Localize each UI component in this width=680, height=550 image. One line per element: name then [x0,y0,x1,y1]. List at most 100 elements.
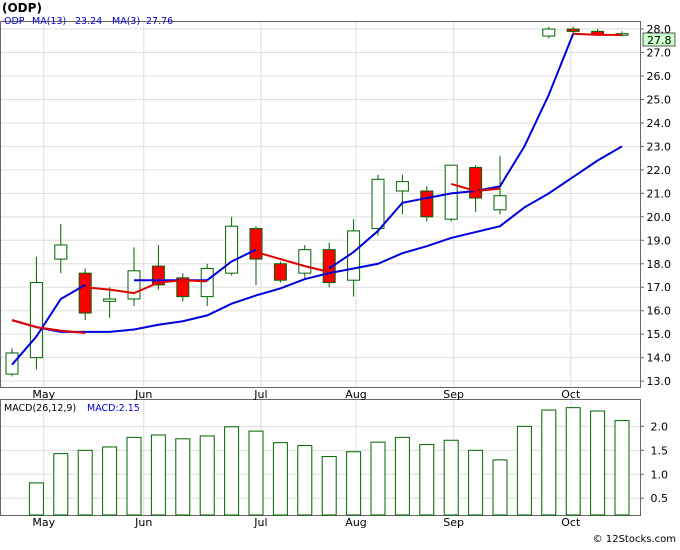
candle [54,223,68,274]
month-label: Sep [443,388,464,401]
price-tick-label: 19.0 [647,234,672,247]
macd-axis: 0.5 1.0 1.5 2.0 [640,420,668,505]
month-label: Aug [345,516,366,529]
price-tick-label: 13.0 [647,375,672,388]
ma-slow-line [11,145,623,333]
candle-body [200,267,214,298]
macd-bar [272,442,288,516]
ma-red-segment [255,251,330,273]
legend-ma-slow-value: 23.24 [75,16,102,27]
price-tick-label: 26.0 [647,70,672,83]
month-label: Jun [134,516,152,529]
macd-tick-label: 2.0 [651,420,669,433]
candle [371,174,385,236]
candle [78,268,92,321]
macd-bar [150,434,166,516]
price-x-axis: May Jun Jul Aug Sep Oct [32,388,581,401]
candle [542,26,556,39]
month-label: Jun [134,388,152,401]
macd-bar [443,439,459,516]
chart-title: (ODP) [2,1,42,15]
candle-body [127,270,141,300]
ma-red-segment [450,183,501,193]
candle-body [395,181,409,192]
macd-legend: MACD(26,12,9) MACD:2.15 [4,403,140,414]
price-tick-label: 24.0 [647,117,672,130]
month-label: Aug [345,388,366,401]
month-label: Sep [443,516,464,529]
macd-tick-label: 1.5 [651,444,669,457]
price-tick-label: 16.0 [647,305,672,318]
watermark: © 12Stocks.com [593,534,676,545]
legend-ma-slow-label: MA(13) [32,16,66,27]
macd-panel-frame [0,399,641,516]
price-tick-label: 14.0 [647,352,672,365]
macd-bar [248,430,264,516]
month-label: Jul [253,516,267,529]
candle-body [371,178,385,230]
candle [298,244,312,278]
macd-bar [224,426,240,516]
macd-bar [590,410,606,516]
price-panel-frame [0,21,641,388]
macd-bar [565,407,581,516]
ma-fast-line [328,33,575,270]
price-tick-label: 22.0 [647,164,672,177]
candle [395,174,409,215]
price-tick-label: 25.0 [647,93,672,106]
month-label: Jul [253,388,267,401]
ma-red-segment [11,319,86,335]
macd-x-axis: May Jun Jul Aug Sep Oct [32,516,581,529]
legend-symbol: ODP [4,16,25,27]
macd-bar [492,459,508,516]
macd-tick-label: 0.5 [651,492,669,505]
candle [225,216,239,276]
ma-red-segment [573,32,622,36]
macd-legend-value: MACD:2.15 [87,403,140,414]
macd-bar [370,441,386,516]
candle-body [176,277,190,298]
price-axis: 13.0 14.0 15.0 16.0 17.0 18.0 19.0 20.0 21.0 22.0… [640,23,671,388]
candle-body [249,228,263,260]
candle-body [420,190,434,218]
ma-fast-line [11,284,86,366]
last-price-tag-background [642,32,676,47]
month-label: May [32,516,55,529]
price-tick-label: 21.0 [647,187,672,200]
candle [5,348,19,377]
candle-body [103,298,117,302]
candle [493,155,507,215]
price-tick-label: 15.0 [647,328,672,341]
candle-body [54,244,68,260]
price-tick-label: 20.0 [647,211,672,224]
macd-legend-params: MACD(26,12,9) [4,403,76,414]
candle-body [298,249,312,274]
candle [420,186,434,222]
last-price-tag: 27.8 [642,32,676,47]
macd-bar [346,451,362,516]
macd-bar [53,453,69,516]
price-tick-label: 23.0 [647,140,672,153]
price-tick-label: 27.0 [647,47,672,60]
macd-bar [297,445,313,516]
candle-body [469,167,483,199]
candle-body [542,28,556,37]
legend-ma-fast-label: MA(3) [112,16,140,27]
legend-ma-fast-value: 27.76 [146,16,173,27]
moving-averages [11,32,623,366]
candle-body [273,263,287,281]
price-grid [1,22,640,387]
macd-bar [419,444,435,516]
candle-body [29,282,43,359]
month-label: Oct [561,388,581,401]
candle [200,263,214,307]
macd-tick-label: 1.0 [651,468,669,481]
month-label: Oct [561,516,581,529]
price-tick-label: 17.0 [647,281,672,294]
macd-bar [614,420,630,516]
candle-body [566,28,580,32]
candle-body [493,195,507,211]
macd-bar [77,449,93,516]
